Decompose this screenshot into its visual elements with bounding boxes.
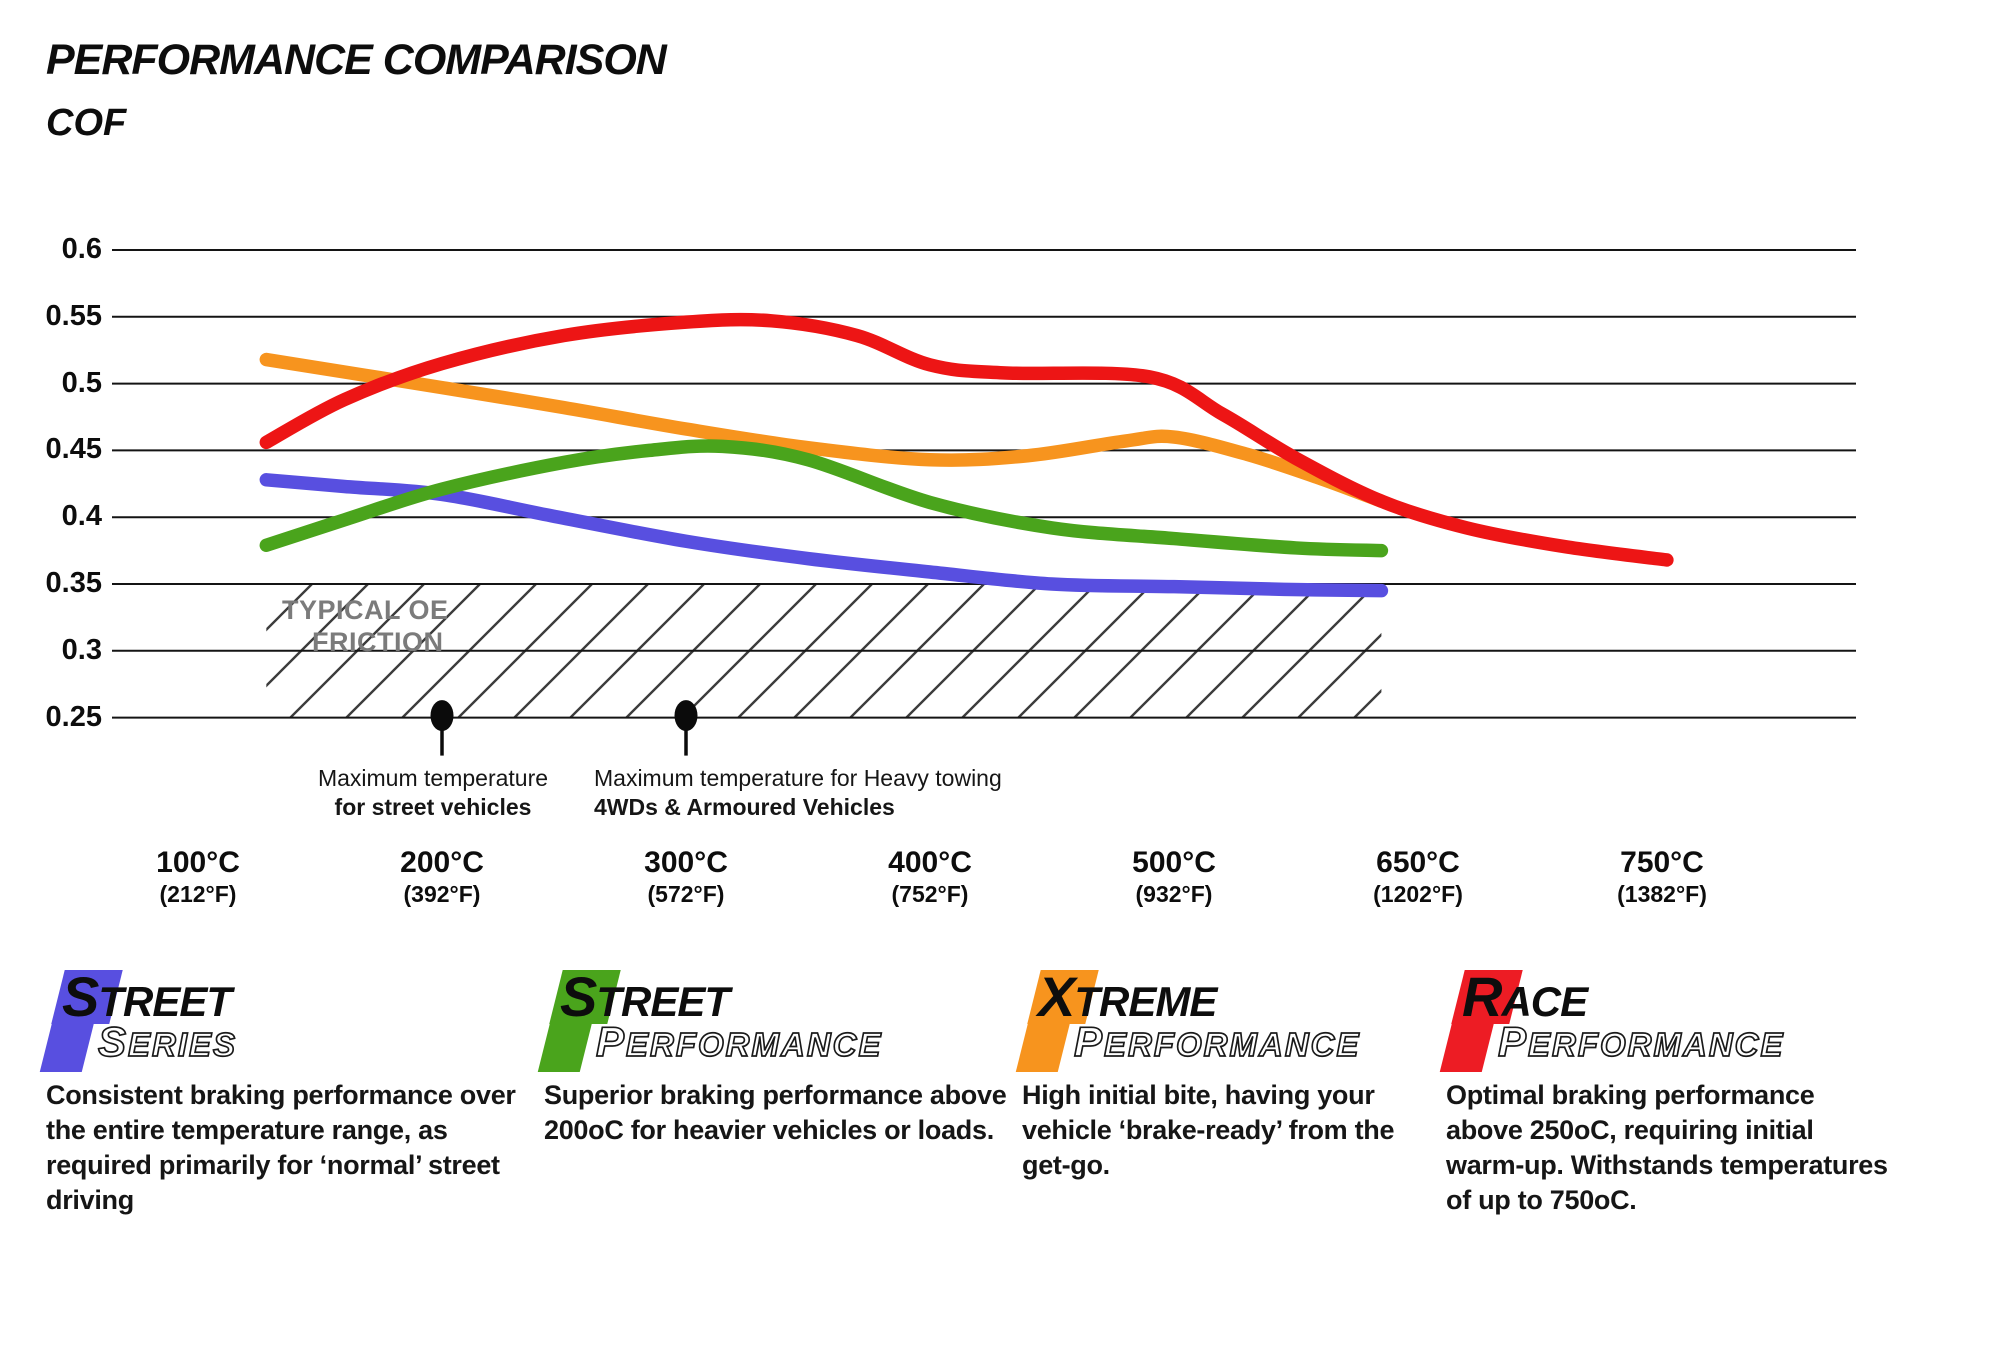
- marker-annotation-2: Maximum temperature for Heavy towing 4WDs…: [594, 764, 1002, 822]
- oe-friction-label-line2: FRICTION: [312, 627, 444, 657]
- page-title: PERFORMANCE COMPARISON: [46, 36, 667, 84]
- logo-tile-bottom: [1439, 1022, 1495, 1072]
- y-tick-label-0.55: 0.55: [45, 299, 102, 332]
- x-tick-label-100°C: 100°C (212°F): [156, 846, 240, 908]
- x-tick-fahrenheit: (1382°F): [1617, 881, 1707, 907]
- logo-initial-letter: R: [1462, 965, 1502, 1028]
- series-street-performance: [259, 439, 1389, 558]
- marker-annotation-line1: Maximum temperature for Heavy towing: [594, 765, 1002, 791]
- marker-annotation-line1: Maximum temperature: [317, 765, 549, 791]
- x-tick-label-200°C: 200°C (392°F): [400, 846, 484, 908]
- logo-secondary-initial: P: [1073, 1017, 1105, 1066]
- y-tick-label-0.4: 0.4: [61, 500, 102, 533]
- brand-logo-street: STREET SERIES: [39, 962, 518, 1074]
- logo-initial-letter: X: [1038, 965, 1075, 1028]
- x-tick-celsius: 100°C: [156, 846, 240, 879]
- x-tick-label-650°C: 650°C (1202°F): [1373, 846, 1463, 908]
- legend-description: Superior braking performance above 200oC…: [544, 1080, 1007, 1145]
- logo-word-primary: STREET: [62, 965, 232, 1028]
- x-tick-fahrenheit: (752°F): [891, 881, 969, 907]
- y-axis-title: COF: [46, 102, 127, 144]
- logo-secondary-initial: P: [1497, 1017, 1529, 1066]
- x-tick-celsius: 400°C: [888, 846, 972, 879]
- marker-annotation-line2: for street vehicles: [334, 794, 532, 820]
- logo-word-secondary: PERFORMANCE: [1073, 1017, 1361, 1066]
- logo-word-primary: RACE: [1462, 965, 1588, 1028]
- brand-logo-street: STREET PERFORMANCE: [537, 962, 1016, 1074]
- x-tick-celsius: 300°C: [644, 846, 728, 879]
- x-tick-fahrenheit: (392°F): [403, 881, 481, 907]
- x-tick-celsius: 500°C: [1132, 846, 1216, 879]
- logo-word-primary: STREET: [560, 965, 730, 1028]
- logo-secondary-initial: P: [595, 1017, 627, 1066]
- y-tick-label-0.35: 0.35: [45, 567, 102, 599]
- cof-line-chart: [112, 249, 1856, 756]
- x-tick-label-500°C: 500°C (932°F): [1132, 846, 1216, 908]
- legend-item-race-performance: RACE PERFORMANCE Optimal braking performan…: [1439, 962, 1894, 1218]
- y-tick-label-0.3: 0.3: [61, 633, 102, 666]
- x-tick-label-300°C: 300°C (572°F): [644, 846, 728, 908]
- logo-word-secondary: PERFORMANCE: [595, 1017, 883, 1066]
- x-tick-fahrenheit: (572°F): [647, 881, 725, 907]
- logo-word-secondary: PERFORMANCE: [1497, 1017, 1785, 1066]
- temperature-marker-dot-2: [674, 700, 698, 732]
- legend-description: Optimal braking performance above 250oC,…: [1446, 1080, 1888, 1215]
- logo-word-primary: XTREME: [1038, 965, 1217, 1028]
- brand-logo-xtreme: XTREME PERFORMANCE: [1015, 962, 1418, 1074]
- series-race-performance: [259, 312, 1674, 567]
- x-tick-celsius: 650°C: [1376, 846, 1460, 879]
- y-tick-label-0.25: 0.25: [45, 700, 102, 733]
- logo-tile-bottom: [39, 1022, 95, 1072]
- logo-secondary-initial: S: [97, 1017, 129, 1066]
- legend-description: Consistent braking performance over the …: [46, 1080, 516, 1215]
- y-tick-label-0.5: 0.5: [61, 366, 102, 399]
- legend-item-xtreme-performance: XTREME PERFORMANCE High initial bite, havi…: [1015, 962, 1418, 1183]
- logo-tile-bottom: [1015, 1022, 1071, 1072]
- logo-word-secondary: SERIES: [97, 1017, 238, 1066]
- brand-logo-race: RACE PERFORMANCE: [1439, 962, 1894, 1074]
- y-tick-label-0.6: 0.6: [61, 233, 102, 265]
- logo-initial-letter: S: [62, 965, 99, 1028]
- oe-friction-label-line1: TYPICAL OE: [282, 595, 449, 625]
- temperature-marker-dot-1: [430, 700, 454, 732]
- series-xtreme-performance: [259, 352, 1389, 508]
- x-tick-fahrenheit: (1202°F): [1373, 881, 1463, 907]
- x-tick-label-400°C: 400°C (752°F): [888, 846, 972, 908]
- logo-tile-bottom: [537, 1022, 593, 1072]
- legend-item-street-performance: STREET PERFORMANCE Superior braking perfor…: [537, 962, 1016, 1148]
- x-tick-fahrenheit: (932°F): [1135, 881, 1213, 907]
- x-tick-celsius: 750°C: [1620, 846, 1704, 879]
- logo-initial-letter: S: [560, 965, 597, 1028]
- legend-item-street-series: STREET SERIES Consistent braking performan…: [39, 962, 518, 1218]
- legend-description: High initial bite, having your vehicle ‘…: [1022, 1080, 1395, 1180]
- y-tick-label-0.45: 0.45: [45, 433, 102, 466]
- x-tick-celsius: 200°C: [400, 846, 484, 879]
- marker-annotation-line2: 4WDs & Armoured Vehicles: [594, 794, 895, 820]
- oe-friction-band-label: TYPICAL OE FRICTION: [282, 594, 449, 658]
- x-tick-label-750°C: 750°C (1382°F): [1617, 846, 1707, 908]
- marker-annotation-1: Maximum temperature for street vehicles: [318, 764, 548, 822]
- x-tick-fahrenheit: (212°F): [159, 881, 237, 907]
